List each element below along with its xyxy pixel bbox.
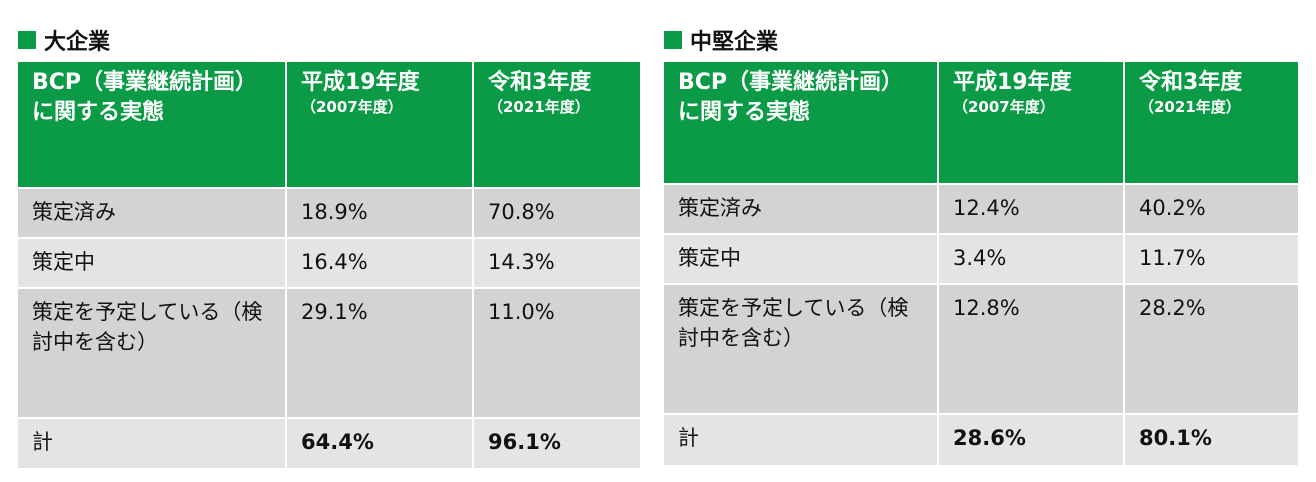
- value-cell: 14.3%: [474, 239, 640, 287]
- value-cell: 12.8%: [939, 285, 1123, 413]
- row-label: 策定中: [664, 235, 937, 283]
- header-sub: （2021年度）: [488, 98, 590, 116]
- title-marker: [664, 31, 682, 49]
- header-label: BCP（事業継続計画）に関する実態: [678, 70, 904, 125]
- row-label: 策定済み: [664, 185, 937, 233]
- table-title: 中堅企業: [664, 24, 778, 56]
- value-cell: 40.2%: [1125, 185, 1298, 233]
- row-label: 策定を予定している（検討中を含む）: [664, 285, 937, 413]
- value-cell: 3.4%: [939, 235, 1123, 283]
- header-label: 令和3年度: [1139, 70, 1243, 95]
- value-cell: 28.6%: [939, 415, 1123, 465]
- header-cell: 平成19年度 （2007年度）: [939, 62, 1123, 183]
- header-cell: 令和3年度 （2021年度）: [1125, 62, 1298, 183]
- value-cell: 12.4%: [939, 185, 1123, 233]
- header-sub: （2007年度）: [953, 98, 1055, 116]
- header-sub: （2021年度）: [1139, 98, 1241, 116]
- header-label: 平成19年度: [301, 70, 420, 95]
- table-title: 大企業: [18, 24, 110, 56]
- row-label: 策定済み: [18, 189, 285, 237]
- header-cell: 平成19年度 （2007年度）: [287, 62, 472, 187]
- header-label: 平成19年度: [953, 70, 1072, 95]
- value-cell: 11.7%: [1125, 235, 1298, 283]
- value-cell: 70.8%: [474, 189, 640, 237]
- row-label: 計: [664, 415, 937, 465]
- value-cell: 64.4%: [287, 419, 472, 468]
- row-label: 計: [18, 419, 285, 468]
- row-label: 策定中: [18, 239, 285, 287]
- title-marker: [18, 31, 36, 49]
- header-cell: BCP（事業継続計画）に関する実態: [18, 62, 285, 187]
- value-cell: 11.0%: [474, 289, 640, 417]
- value-cell: 80.1%: [1125, 415, 1298, 465]
- header-sub: （2007年度）: [301, 98, 403, 116]
- value-cell: 18.9%: [287, 189, 472, 237]
- header-cell: 令和3年度 （2021年度）: [474, 62, 640, 187]
- title-text: 中堅企業: [690, 30, 779, 55]
- value-cell: 96.1%: [474, 419, 640, 468]
- value-cell: 28.2%: [1125, 285, 1298, 413]
- title-text: 大企業: [44, 30, 111, 55]
- header-cell: BCP（事業継続計画）に関する実態: [664, 62, 937, 183]
- header-label: 令和3年度: [488, 70, 592, 95]
- value-cell: 16.4%: [287, 239, 472, 287]
- row-label: 策定を予定している（検討中を含む）: [18, 289, 285, 417]
- header-label: BCP（事業継続計画）に関する実態: [32, 70, 258, 125]
- value-cell: 29.1%: [287, 289, 472, 417]
